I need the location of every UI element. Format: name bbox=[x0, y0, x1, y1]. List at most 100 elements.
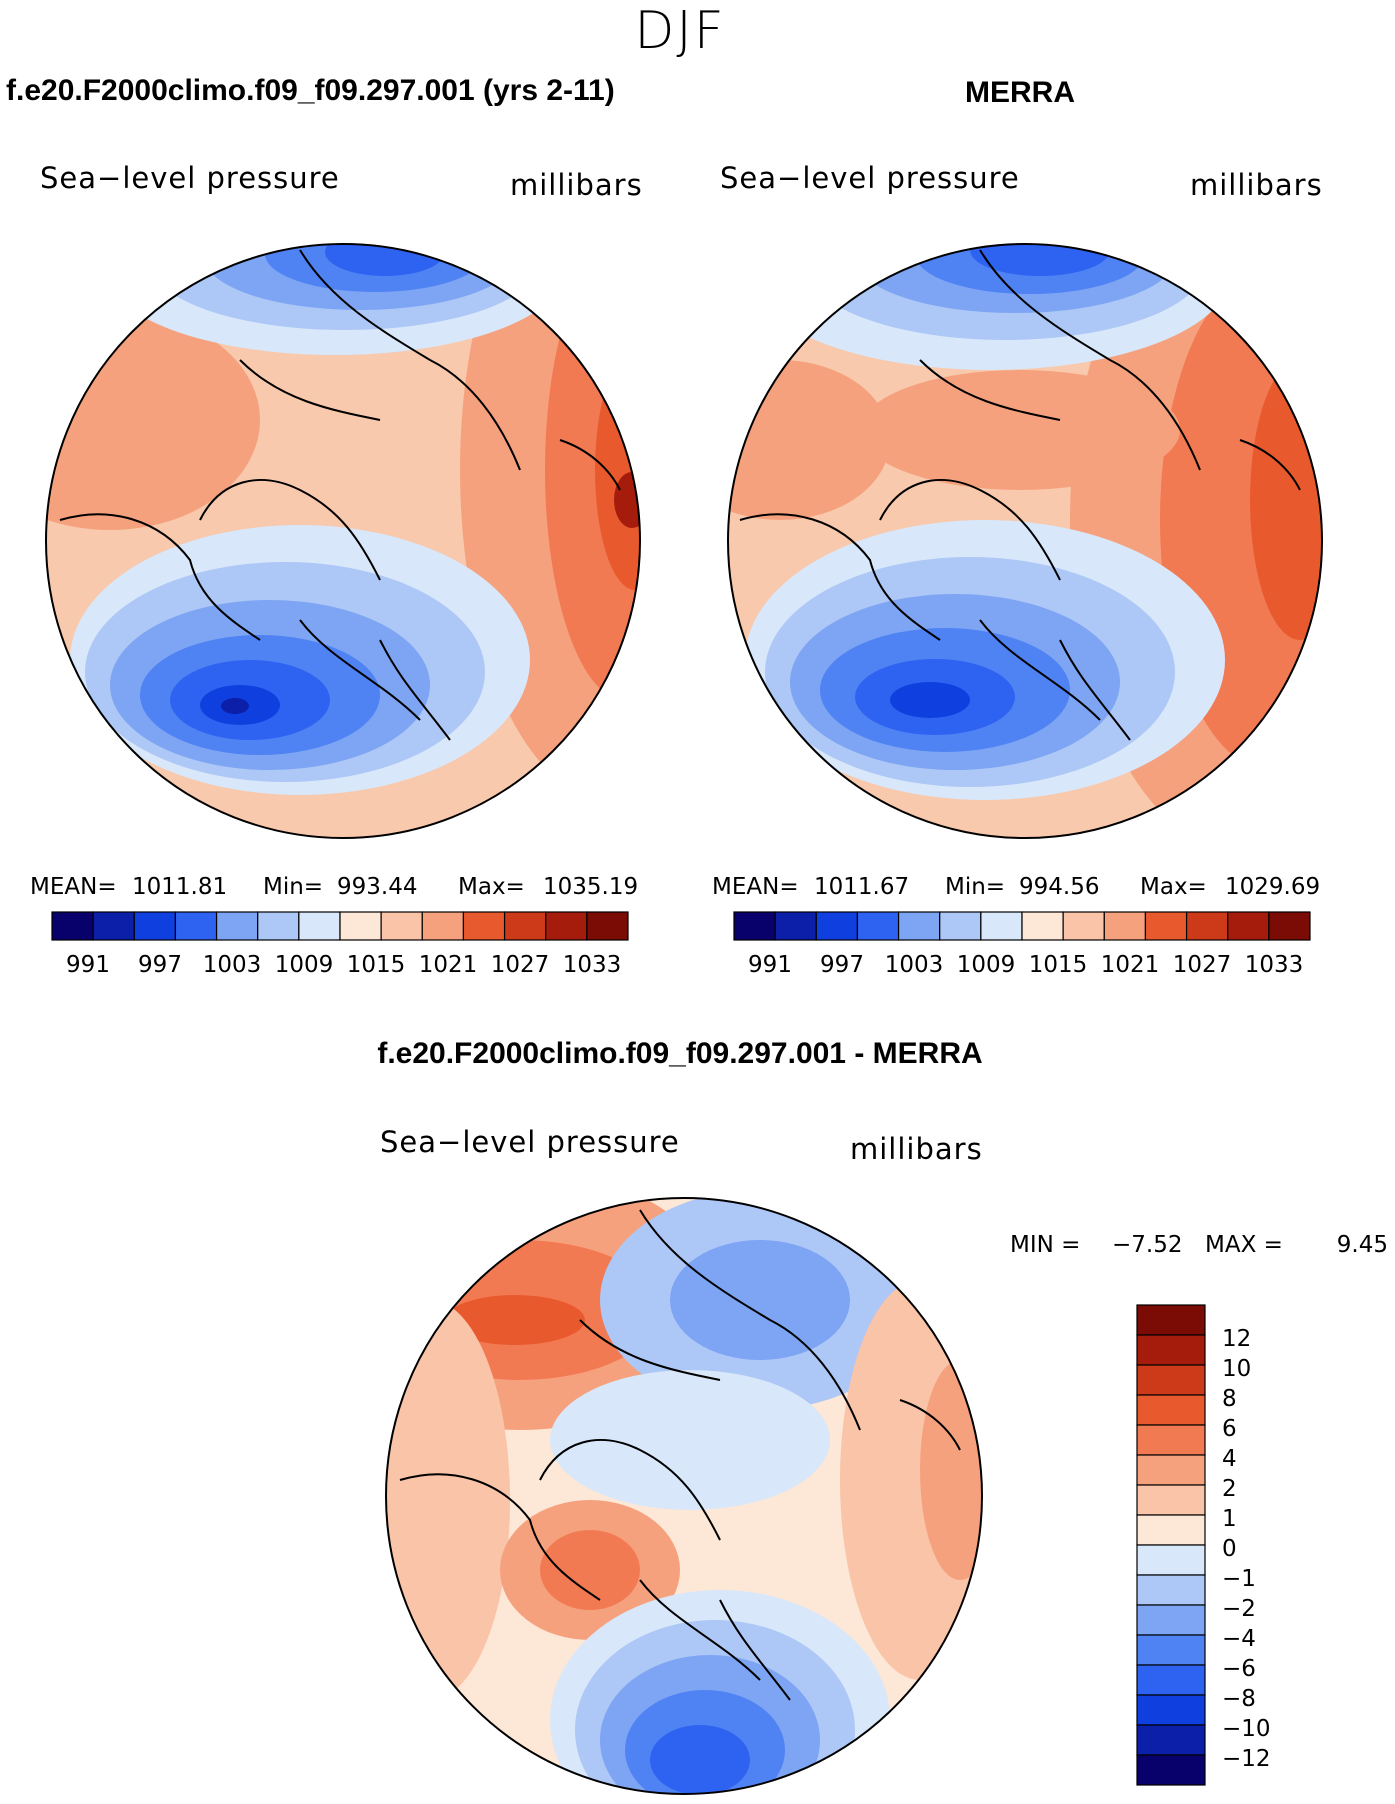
colorbar-swatch bbox=[1144, 911, 1188, 941]
colorbar-merra-tick: 1003 bbox=[885, 952, 944, 978]
colorbar-swatch bbox=[1268, 911, 1311, 941]
panel-model-min-label: Min= bbox=[263, 874, 323, 900]
colorbar-swatch bbox=[1136, 1634, 1206, 1666]
colorbar-model-tick: 1003 bbox=[203, 952, 262, 978]
panel-diff-variable: Sea−level pressure bbox=[380, 1125, 680, 1159]
colorbar-swatch bbox=[897, 911, 941, 941]
colorbar-swatch bbox=[462, 911, 506, 941]
colorbar-swatch bbox=[1136, 1304, 1206, 1336]
colorbar-swatch bbox=[421, 911, 465, 941]
colorbar-swatch bbox=[298, 911, 341, 941]
colorbar-swatch bbox=[815, 911, 859, 941]
colorbar-swatch bbox=[980, 911, 1023, 941]
colorbar-model-ticks: 991 997 1003 1009 1015 1021 1027 1033 bbox=[66, 952, 621, 978]
colorbar-merra-tick: 997 bbox=[820, 952, 864, 978]
panel-merra-variable: Sea−level pressure bbox=[720, 161, 1020, 195]
map-model-high-east-4 bbox=[614, 472, 640, 528]
colorbar-merra-ticks: 991 997 1003 1009 1015 1021 1027 1033 bbox=[748, 952, 1303, 978]
colorbar-swatch bbox=[51, 911, 94, 941]
colorbar-model-tick: 1033 bbox=[563, 952, 622, 978]
map-merra-coastline bbox=[739, 249, 1301, 741]
colorbar-swatch bbox=[1136, 1544, 1206, 1576]
map-model-pacific-low-4 bbox=[325, 244, 445, 276]
panel-model-units: millibars bbox=[510, 168, 643, 202]
colorbar-swatch bbox=[380, 911, 423, 941]
colorbar-diff-tick: 2 bbox=[1222, 1476, 1237, 1502]
colorbar-swatch bbox=[1136, 1424, 1206, 1456]
panel-merra-units: millibars bbox=[1190, 168, 1323, 202]
map-diff-pos-west bbox=[386, 1300, 510, 1700]
colorbar-swatch bbox=[586, 911, 629, 941]
season-title: DJF bbox=[634, 1, 725, 61]
colorbar-merra-tick: 991 bbox=[748, 952, 792, 978]
colorbar-diff-tick: −4 bbox=[1222, 1626, 1256, 1652]
map-model-high-west bbox=[46, 310, 260, 530]
map-diff-pos-east-2 bbox=[920, 1360, 982, 1580]
colorbar-swatch bbox=[733, 911, 776, 941]
colorbar-swatch bbox=[174, 911, 218, 941]
map-model-coastline bbox=[59, 249, 621, 741]
colorbar-diff-tick: −12 bbox=[1222, 1746, 1271, 1772]
panel-model-stats: MEAN= 1011.81 Min= 993.44 Max= 1035.19 bbox=[30, 874, 638, 900]
colorbar-merra-tick: 1009 bbox=[957, 952, 1016, 978]
colorbar-swatch bbox=[1062, 911, 1105, 941]
panel-model-mean-value: 1011.81 bbox=[132, 874, 227, 900]
colorbar-swatch bbox=[133, 911, 177, 941]
colorbar-swatch bbox=[215, 911, 259, 941]
colorbar-model-tick: 991 bbox=[66, 952, 110, 978]
map-merra-high-north bbox=[860, 370, 1180, 490]
colorbar-merra-tick: 1027 bbox=[1173, 952, 1232, 978]
colorbar-diff-tick: 4 bbox=[1222, 1446, 1237, 1472]
colorbar-diff-tick: 6 bbox=[1222, 1416, 1237, 1442]
colorbar-diff-tick: −6 bbox=[1222, 1656, 1256, 1682]
colorbar-diff-tick: 12 bbox=[1222, 1326, 1251, 1352]
colorbar-swatch bbox=[1136, 1574, 1206, 1606]
panel-diff-stats: MIN = −7.52 MAX = 9.45 bbox=[1010, 1232, 1388, 1258]
map-diff-pos-northwest-3 bbox=[445, 1295, 585, 1345]
panel-model-min-value: 993.44 bbox=[337, 874, 417, 900]
panel-model-max-value: 1035.19 bbox=[543, 874, 638, 900]
panel-merra: MERRA Sea−level pressure millibars MEA bbox=[712, 76, 1323, 978]
panel-model-title: f.e20.F2000climo.f09_f09.297.001 (yrs 2-… bbox=[6, 74, 615, 107]
colorbar-swatch bbox=[1136, 1334, 1206, 1366]
panel-merra-min-label: Min= bbox=[945, 874, 1005, 900]
map-diff bbox=[386, 1198, 982, 1794]
colorbar-model-tick: 997 bbox=[138, 952, 182, 978]
colorbar-model-tick: 1021 bbox=[419, 952, 478, 978]
colorbar-swatch bbox=[1136, 1364, 1206, 1396]
colorbar-merra bbox=[733, 911, 1311, 941]
map-diff-border bbox=[385, 1197, 983, 1795]
colorbar-model-tick: 1027 bbox=[491, 952, 550, 978]
colorbar-model-tick: 1015 bbox=[347, 952, 406, 978]
panel-merra-stats: MEAN= 1011.67 Min= 994.56 Max= 1029.69 bbox=[712, 874, 1320, 900]
map-model-border bbox=[45, 243, 641, 839]
panel-merra-max-value: 1029.69 bbox=[1225, 874, 1320, 900]
colorbar-swatch bbox=[545, 911, 588, 941]
colorbar-swatch bbox=[1136, 1394, 1206, 1426]
panel-merra-max-label: Max= bbox=[1140, 874, 1207, 900]
panel-model: f.e20.F2000climo.f09_f09.297.001 (yrs 2-… bbox=[6, 74, 643, 978]
colorbar-swatch bbox=[1136, 1604, 1206, 1636]
colorbar-diff-tick: 10 bbox=[1222, 1356, 1251, 1382]
colorbar-model bbox=[51, 911, 629, 941]
panel-diff-units: millibars bbox=[850, 1132, 983, 1166]
colorbar-diff-tick: −10 bbox=[1222, 1716, 1271, 1742]
map-diff-neg-central bbox=[550, 1370, 830, 1510]
panel-merra-mean-label: MEAN= bbox=[712, 874, 799, 900]
colorbar-swatch bbox=[1136, 1694, 1206, 1726]
colorbar-swatch bbox=[503, 911, 547, 941]
colorbar-diff-tick: 8 bbox=[1222, 1386, 1237, 1412]
colorbar-swatch bbox=[1136, 1754, 1206, 1786]
colorbar-diff-tick: 0 bbox=[1222, 1536, 1237, 1562]
panel-diff-max-value: 9.45 bbox=[1337, 1232, 1388, 1258]
map-model-atlantic-low-6 bbox=[221, 698, 249, 714]
colorbar-diff-tick: 1 bbox=[1222, 1506, 1237, 1532]
colorbar-diff-tick: −8 bbox=[1222, 1686, 1256, 1712]
colorbar-swatch bbox=[1227, 911, 1270, 941]
map-merra-high-west bbox=[728, 360, 890, 520]
panel-model-variable: Sea−level pressure bbox=[40, 161, 340, 195]
panel-model-max-label: Max= bbox=[458, 874, 525, 900]
colorbar-swatch bbox=[1136, 1724, 1206, 1756]
map-merra-high-east-3 bbox=[1250, 360, 1322, 640]
